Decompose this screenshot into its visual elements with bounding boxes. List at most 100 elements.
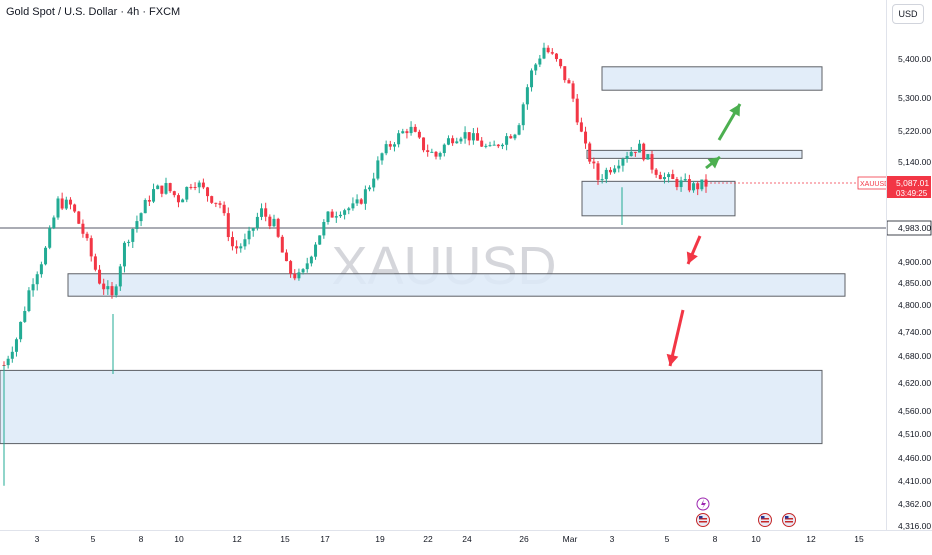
candle-body[interactable]	[260, 208, 264, 217]
us-flag-event-icon[interactable]	[758, 513, 772, 527]
candle-body[interactable]	[417, 131, 421, 138]
candle-body[interactable]	[334, 216, 338, 218]
candle-body[interactable]	[521, 104, 525, 126]
candle-body[interactable]	[56, 198, 60, 218]
candle-body[interactable]	[388, 144, 392, 147]
candle-body[interactable]	[147, 200, 151, 202]
candle-body[interactable]	[484, 145, 488, 147]
supply-demand-zone[interactable]	[586, 149, 803, 159]
candle-body[interactable]	[451, 138, 455, 144]
candle-body[interactable]	[314, 244, 318, 257]
candle-body[interactable]	[646, 154, 650, 160]
candle-body[interactable]	[172, 191, 176, 196]
supply-demand-zone[interactable]	[581, 180, 736, 217]
candle-body[interactable]	[509, 136, 513, 139]
candle-body[interactable]	[222, 204, 226, 214]
candle-body[interactable]	[613, 168, 617, 173]
candle-body[interactable]	[52, 217, 56, 229]
candle-body[interactable]	[463, 132, 467, 139]
candle-body[interactable]	[160, 185, 164, 194]
candle-body[interactable]	[355, 199, 359, 204]
us-flag-event-icon[interactable]	[696, 513, 710, 527]
candle-body[interactable]	[98, 269, 102, 284]
candle-body[interactable]	[621, 158, 625, 166]
candle-body[interactable]	[588, 143, 592, 162]
candle-body[interactable]	[93, 256, 97, 270]
candle-body[interactable]	[650, 154, 654, 170]
candle-body[interactable]	[330, 211, 334, 218]
candle-body[interactable]	[662, 177, 666, 180]
candle-body[interactable]	[235, 246, 239, 249]
candle-body[interactable]	[554, 53, 558, 60]
candle-body[interactable]	[492, 144, 496, 146]
supply-demand-zone[interactable]	[601, 66, 823, 91]
candle-body[interactable]	[430, 151, 434, 153]
candle-body[interactable]	[44, 247, 48, 265]
candle-body[interactable]	[309, 256, 313, 264]
candle-body[interactable]	[625, 156, 629, 159]
candle-body[interactable]	[575, 98, 579, 123]
candle-body[interactable]	[301, 269, 305, 273]
candle-body[interactable]	[359, 199, 363, 204]
us-flag-event-icon[interactable]	[782, 513, 796, 527]
candle-body[interactable]	[496, 144, 500, 147]
candle-body[interactable]	[683, 179, 687, 181]
candle-body[interactable]	[692, 183, 696, 191]
candle-body[interactable]	[438, 153, 442, 157]
candle-body[interactable]	[127, 241, 131, 243]
candle-body[interactable]	[642, 143, 646, 160]
candle-body[interactable]	[363, 189, 367, 204]
candle-body[interactable]	[289, 261, 293, 274]
candle-body[interactable]	[60, 198, 64, 209]
candle-body[interactable]	[513, 134, 517, 139]
candle-body[interactable]	[201, 182, 205, 188]
candle-body[interactable]	[667, 174, 671, 178]
candle-body[interactable]	[10, 351, 14, 359]
candle-body[interactable]	[542, 47, 546, 59]
candle-body[interactable]	[243, 239, 247, 247]
candle-body[interactable]	[550, 52, 554, 54]
candle-body[interactable]	[700, 179, 704, 190]
candle-body[interactable]	[226, 213, 230, 238]
candle-body[interactable]	[351, 203, 355, 209]
candle-body[interactable]	[617, 165, 621, 169]
candle-body[interactable]	[81, 223, 85, 234]
candle-body[interactable]	[181, 199, 185, 203]
candle-body[interactable]	[305, 263, 309, 270]
candle-body[interactable]	[671, 174, 675, 179]
candle-body[interactable]	[633, 151, 637, 153]
candle-body[interactable]	[193, 186, 197, 188]
candle-body[interactable]	[426, 150, 430, 153]
candle-body[interactable]	[114, 286, 118, 296]
candle-body[interactable]	[156, 185, 160, 190]
candle-body[interactable]	[372, 178, 376, 188]
candle-body[interactable]	[164, 183, 168, 194]
candle-body[interactable]	[459, 138, 463, 142]
candle-body[interactable]	[135, 221, 139, 230]
candle-body[interactable]	[629, 151, 633, 157]
candle-body[interactable]	[401, 131, 405, 134]
candle-body[interactable]	[139, 213, 143, 222]
candle-body[interactable]	[268, 216, 272, 227]
candle-body[interactable]	[471, 133, 475, 141]
candle-body[interactable]	[48, 228, 52, 248]
candle-body[interactable]	[218, 203, 222, 205]
candle-body[interactable]	[405, 131, 409, 134]
candle-body[interactable]	[658, 174, 662, 180]
candle-body[interactable]	[442, 144, 446, 154]
candle-body[interactable]	[422, 137, 426, 151]
candle-body[interactable]	[525, 87, 529, 105]
candle-body[interactable]	[6, 358, 10, 366]
candle-body[interactable]	[318, 235, 322, 245]
candle-body[interactable]	[500, 144, 504, 147]
candle-body[interactable]	[563, 66, 567, 81]
candle-body[interactable]	[446, 138, 450, 145]
candle-body[interactable]	[654, 169, 658, 175]
candle-body[interactable]	[326, 211, 330, 223]
candle-body[interactable]	[638, 143, 642, 153]
candle-body[interactable]	[35, 274, 39, 285]
candle-body[interactable]	[559, 59, 563, 67]
candle-body[interactable]	[567, 80, 571, 84]
candle-body[interactable]	[64, 199, 68, 209]
